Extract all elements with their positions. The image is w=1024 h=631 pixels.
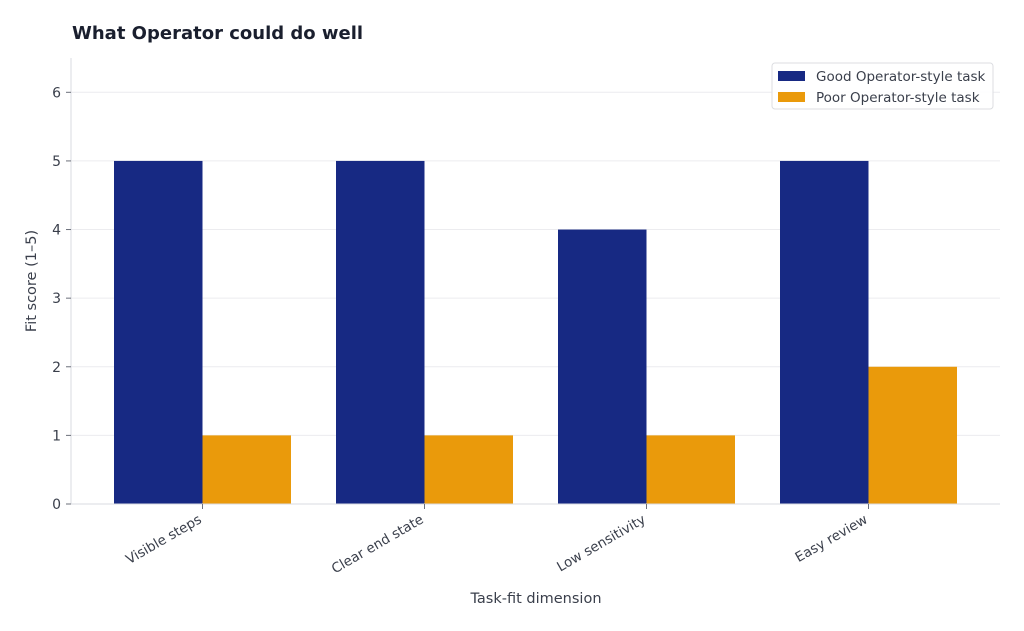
y-tick-label: 1 [52,428,61,444]
y-tick-label: 4 [52,223,61,239]
y-tick-label: 0 [52,497,61,513]
bar-poor [424,435,513,504]
y-tick-label: 6 [52,85,61,101]
x-ticks: Visible steps Clear end state Low sensitiv… [123,504,871,578]
chart-title: What Operator could do well [72,23,363,44]
bar-poor [646,435,735,504]
y-tick-label: 5 [52,154,61,170]
legend-swatch [778,92,805,102]
legend: Good Operator-style task Poor Operator-st… [771,62,994,110]
x-tick-label: Clear end state [329,512,427,578]
x-axis-label: Task-fit dimension [469,591,601,607]
bar-good [558,229,647,505]
bar-good [780,160,869,504]
y-tick-label: 3 [52,291,61,307]
bar-poor [202,435,291,504]
bars [114,160,957,505]
legend-box [771,62,994,110]
legend-label: Poor Operator-style task [816,90,980,106]
y-axis-label: Fit score (1–5) [24,230,40,332]
bar-good [336,160,425,504]
legend-swatch [778,71,805,81]
x-tick-label: Visible steps [123,512,204,568]
bar-poor [868,366,957,504]
y-tick-label: 2 [52,360,61,376]
legend-label: Good Operator-style task [816,69,986,85]
x-tick-label: Easy review [793,512,871,566]
x-tick-label: Low sensitivity [554,512,648,576]
bar-good [114,160,203,504]
y-ticks: 0 1 2 3 4 5 6 [52,85,71,513]
